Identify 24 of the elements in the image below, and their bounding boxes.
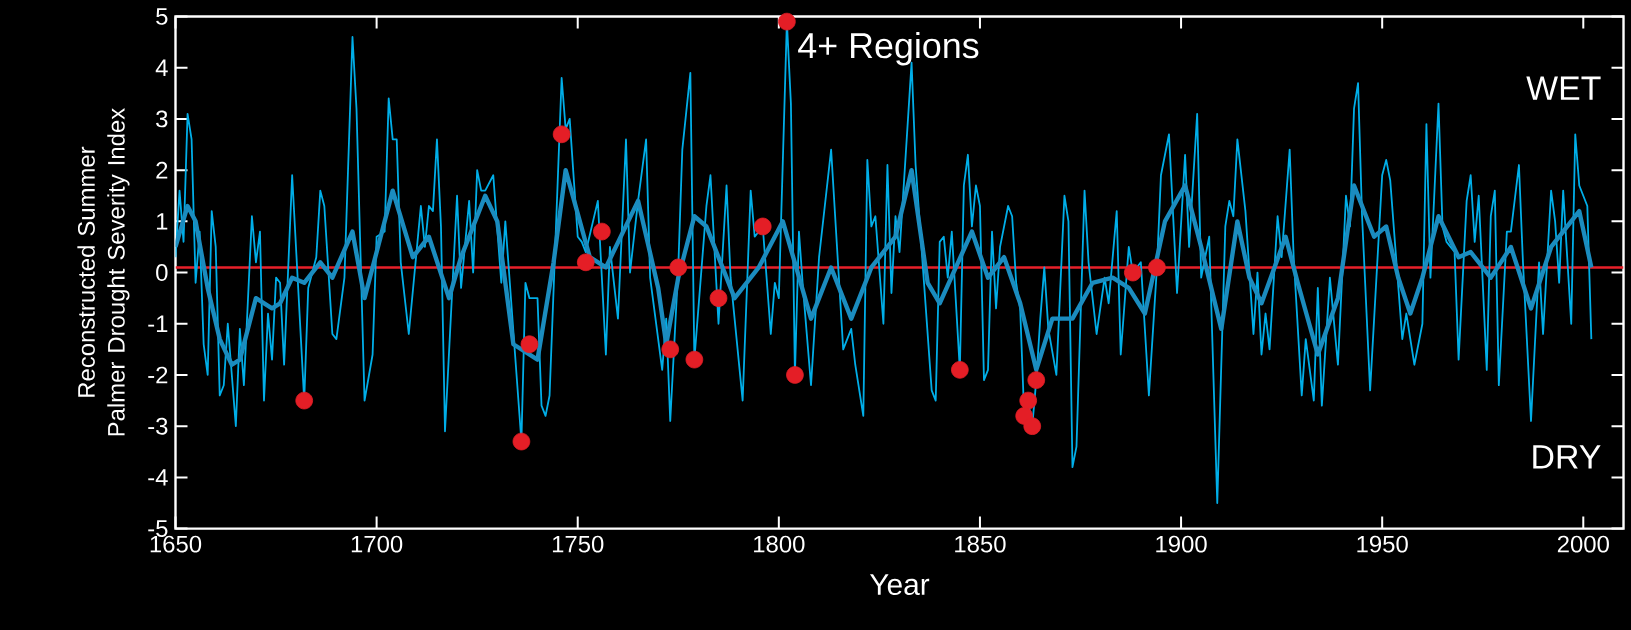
x-tick-label: 1700 xyxy=(351,535,403,553)
y-tick-label: 2 xyxy=(156,161,168,179)
y-tick-label: 3 xyxy=(156,110,168,128)
y-tick-label: 5 xyxy=(156,8,168,25)
x-axis-title: Year xyxy=(869,574,930,596)
annotation: DRY xyxy=(1533,445,1601,469)
y-tick-label: -5 xyxy=(148,520,168,537)
x-tick-label: 1750 xyxy=(552,535,604,553)
x-tick-label: 1850 xyxy=(955,535,1006,553)
y-axis-title: Reconstructed Summer Palmer Drought Severity Index xyxy=(77,108,130,436)
annotation: WET xyxy=(1526,76,1601,100)
annotation: 4+ Regions xyxy=(798,32,979,66)
y-tick-label: 1 xyxy=(156,213,168,230)
x-tick-label: 2000 xyxy=(1557,535,1609,553)
x-tick-label: 1650 xyxy=(150,535,202,553)
x-tick-label: 1950 xyxy=(1357,535,1408,553)
y-tick-label: 0 xyxy=(156,264,168,281)
x-tick-label: 1800 xyxy=(754,535,805,553)
y-tick-label: -4 xyxy=(148,469,168,486)
y-tick-label: -3 xyxy=(148,417,168,435)
y-tick-label: -1 xyxy=(148,315,168,332)
x-tick-label: 1900 xyxy=(1156,535,1207,553)
y-tick-label: -2 xyxy=(148,366,168,384)
y-tick-label: 4 xyxy=(155,59,168,76)
